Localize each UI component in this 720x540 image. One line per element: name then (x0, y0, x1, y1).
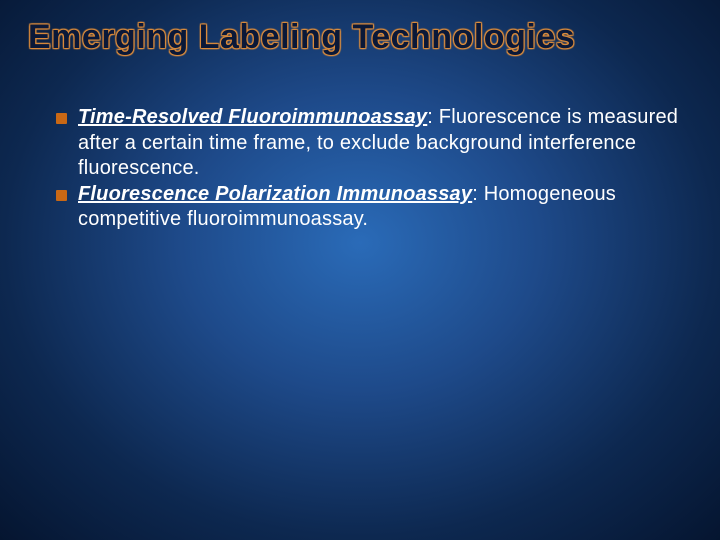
slide-title: Emerging Labeling Technologies (28, 18, 692, 57)
bullet-item: Fluorescence Polarization Immunoassay: H… (56, 182, 692, 233)
bullet-term: Time-Resolved Fluoroimmunoassay (78, 106, 427, 128)
slide-content: Time-Resolved Fluoroimmunoassay: Fluores… (28, 105, 692, 233)
slide-container: Emerging Labeling Technologies Time-Reso… (0, 0, 720, 540)
bullet-item: Time-Resolved Fluoroimmunoassay: Fluores… (56, 105, 692, 182)
bullet-term: Fluorescence Polarization Immunoassay (78, 183, 472, 205)
